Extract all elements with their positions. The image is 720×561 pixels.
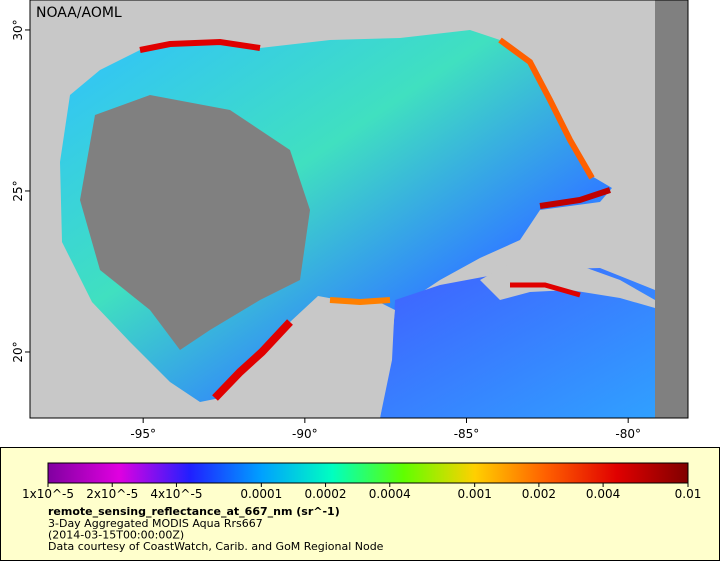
colorbar-tick-label: 0.0002	[305, 487, 347, 501]
coastal-high	[139, 38, 261, 53]
colorbar-tick-label: 0.002	[522, 487, 556, 501]
caribbean-water	[380, 268, 655, 418]
colorbar-tick-label: 4x10^-5	[150, 487, 202, 501]
coastal-high	[539, 187, 611, 209]
y-tick-label: 20°	[11, 341, 25, 362]
coastal-high	[498, 37, 595, 180]
no-data-strip	[655, 0, 688, 418]
colorbar-tick-label: 0.0001	[240, 487, 282, 501]
x-tick-label: -95°	[130, 427, 156, 441]
no-data	[80, 95, 310, 350]
y-tick-label: 25°	[11, 180, 25, 201]
x-tick-label: -80°	[615, 427, 641, 441]
legend-line: 3-Day Aggregated MODIS Aqua Rrs667	[48, 517, 263, 530]
cuba	[480, 258, 655, 308]
attribution: NOAA/AOML	[36, 5, 122, 21]
map-frame	[29, 0, 689, 419]
y-tick-label: 30°	[11, 19, 25, 40]
coastal-high	[510, 282, 581, 298]
colorbar-tick-label: 1x10^-5	[22, 487, 74, 501]
legend-variable: remote_sensing_reflectance_at_667_nm (sr…	[48, 505, 340, 518]
colorbar-tick-label: 2x10^-5	[86, 487, 138, 501]
map: NOAA/AOML	[30, 0, 688, 418]
x-tick-label: -85°	[454, 427, 480, 441]
coastal-high	[329, 297, 391, 306]
x-tick-label: -90°	[292, 427, 318, 441]
colorbar-tick-label: 0.001	[457, 487, 491, 501]
colorbar	[47, 462, 689, 484]
legend-line: Data courtesy of CoastWatch, Carib. and …	[48, 540, 384, 553]
colorbar-tick-label: 0.0004	[369, 487, 411, 501]
colorbar-tick-label: 0.004	[586, 487, 620, 501]
legend-line: (2014-03-15T00:00:00Z)	[48, 529, 184, 542]
coastal-high	[212, 319, 293, 401]
colorbar-tick-label: 0.01	[675, 487, 702, 501]
yucatan	[290, 298, 395, 418]
